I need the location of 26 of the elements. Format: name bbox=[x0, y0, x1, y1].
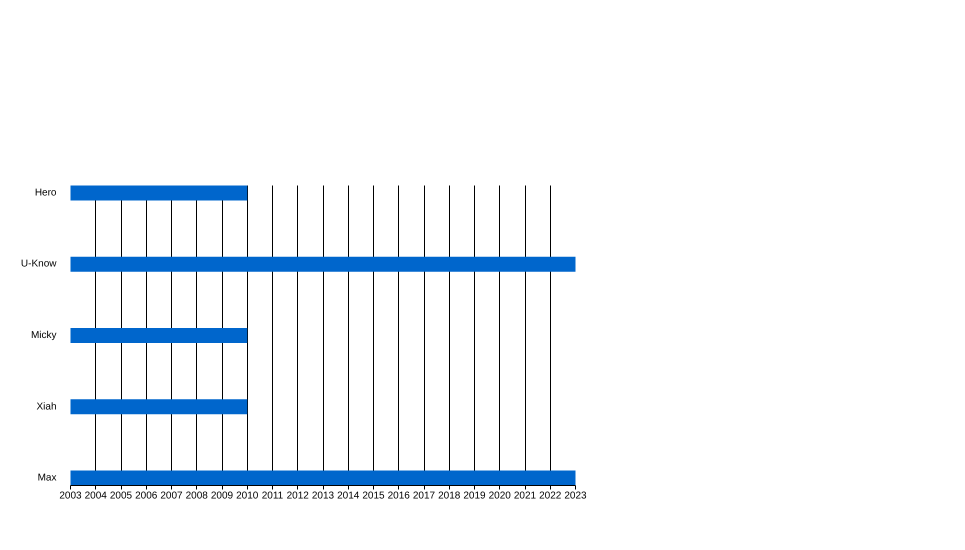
x-tick-label: 2007 bbox=[160, 490, 184, 502]
x-tick-label: 2018 bbox=[438, 490, 461, 502]
x-tick-label: 2022 bbox=[539, 490, 562, 502]
y-tick-label: Micky bbox=[30, 330, 57, 341]
x-tick-label: 2012 bbox=[286, 490, 310, 502]
x-tick-label: 2005 bbox=[110, 490, 133, 502]
x-tick-label: 2021 bbox=[514, 490, 537, 502]
x-tick-label: 2014 bbox=[337, 490, 360, 502]
x-tick-label: 2019 bbox=[463, 490, 486, 502]
x-tick-label: 2011 bbox=[262, 490, 284, 502]
y-tick-label: U-Know bbox=[20, 258, 58, 270]
x-tick-label: 2009 bbox=[210, 490, 234, 502]
y-tick-label: Max bbox=[38, 472, 57, 484]
y-tick-label: Xiah bbox=[36, 401, 56, 412]
x-tick-label: 2010 bbox=[236, 490, 259, 502]
x-tick-label: 2015 bbox=[362, 490, 386, 502]
x-tick-label: 2003 bbox=[59, 490, 82, 502]
x-tick-label: 2008 bbox=[186, 490, 208, 502]
x-tick-label: 2017 bbox=[412, 490, 436, 502]
x-tick-label: 2004 bbox=[84, 490, 108, 502]
x-tick-label: 2016 bbox=[388, 490, 410, 502]
x-tick-label: 2020 bbox=[488, 490, 512, 502]
x-tick-label: 2006 bbox=[135, 490, 158, 502]
x-tick-label: 2013 bbox=[312, 490, 335, 502]
y-tick-label: Hero bbox=[34, 187, 57, 198]
x-tick-label: 2023 bbox=[564, 490, 588, 502]
